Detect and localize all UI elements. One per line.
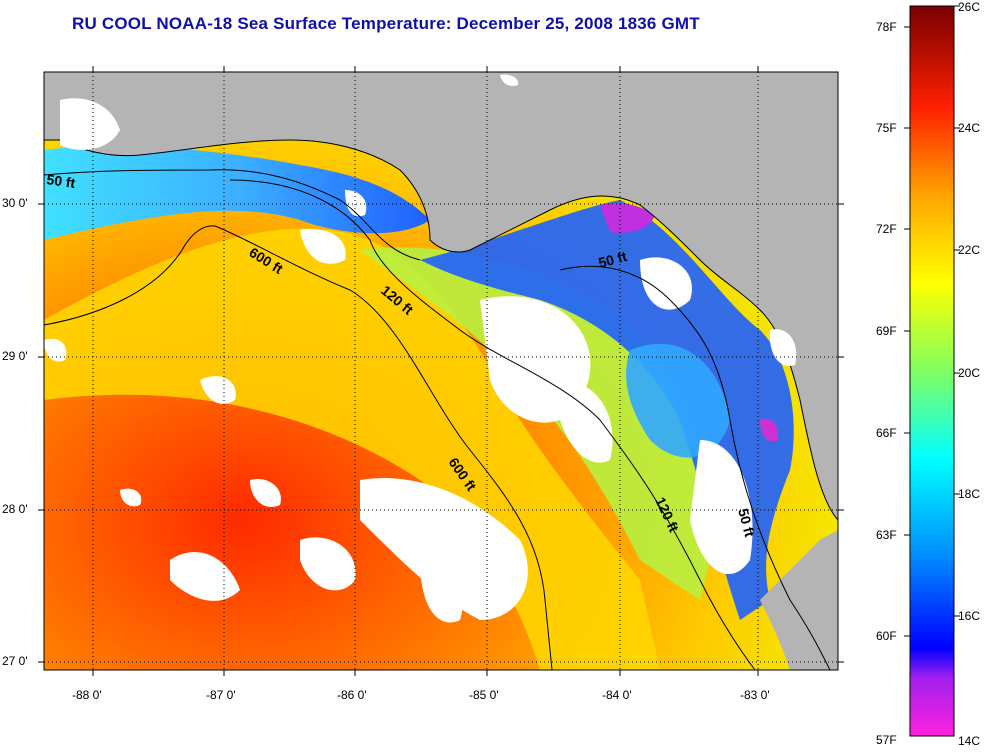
lat-label: 28 0'	[2, 502, 28, 516]
colorbar	[909, 5, 955, 737]
colorbar-f-label: 60F	[876, 629, 897, 643]
colorbar-f-label: 78F	[876, 20, 897, 34]
colorbar-f-label: 72F	[876, 222, 897, 236]
colorbar-c-label: 22C	[958, 243, 981, 257]
colorbar-c-label: 26C	[958, 0, 981, 14]
contour-label: 50 ft	[46, 171, 77, 191]
depth-contours	[43, 169, 831, 671]
colorbar-c-label: 24C	[958, 121, 981, 135]
lat-label: 30 0'	[2, 196, 28, 210]
cool-shelf-west	[44, 145, 430, 240]
contour-600ft	[43, 225, 553, 671]
colorbar-c-label: 14C	[958, 734, 981, 748]
lon-label: -87 0'	[206, 688, 236, 702]
cold-patch-2	[760, 418, 779, 442]
lon-label: -88 0'	[72, 688, 102, 702]
colorbar-f-label: 63F	[876, 528, 897, 542]
colorbar-f-label: 57F	[876, 733, 897, 747]
axis-ticks	[38, 66, 844, 676]
graticule	[44, 72, 838, 670]
lon-label: -86 0'	[337, 688, 367, 702]
contour-label: 50 ft	[597, 248, 629, 271]
land-southeast	[760, 530, 838, 670]
colorbar-ticks	[904, 5, 960, 637]
colorbar-f-label: 75F	[876, 121, 897, 135]
cloud-mask	[44, 74, 797, 623]
contour-label: 50 ft	[735, 507, 758, 539]
contour-120ft	[229, 179, 756, 671]
map-frame	[43, 71, 839, 671]
map-title: RU COOL NOAA-18 Sea Surface Temperature:…	[72, 14, 700, 33]
mid-shelf	[626, 343, 730, 458]
colorbar-f-label: 69F	[876, 324, 897, 338]
cold-patch	[600, 203, 655, 233]
lat-label: 27 0'	[2, 654, 28, 668]
lon-label: -83 0'	[740, 688, 770, 702]
lon-label: -84 0'	[602, 688, 632, 702]
lon-label: -85 0'	[469, 688, 499, 702]
contour-50ft-east	[559, 265, 831, 671]
cool-shelf-east	[420, 200, 794, 620]
colorbar-c-label: 16C	[958, 609, 981, 623]
colorbar-f-label: 66F	[876, 426, 897, 440]
colorbar-c-label: 20C	[958, 366, 981, 380]
contour-50ft-west	[43, 169, 421, 261]
lat-label: 29 0'	[2, 349, 28, 363]
colorbar-c-label: 18C	[958, 487, 981, 501]
